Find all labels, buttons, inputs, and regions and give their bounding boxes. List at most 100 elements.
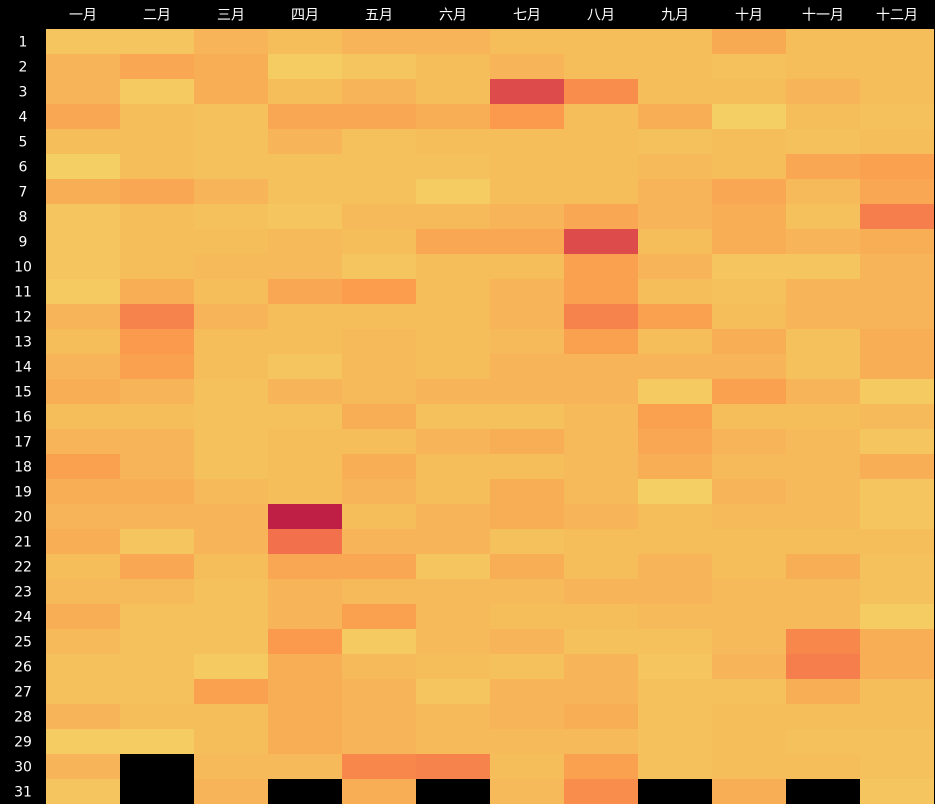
heatmap-cell	[342, 429, 416, 454]
heatmap-cell	[46, 704, 120, 729]
heatmap-cell	[712, 254, 786, 279]
heatmap-cell	[490, 54, 564, 79]
row-label: 13	[14, 335, 32, 351]
heatmap-cell	[564, 479, 638, 504]
heatmap-cell	[564, 354, 638, 379]
heatmap-cell	[342, 279, 416, 304]
heatmap-cell	[638, 754, 712, 779]
heatmap-cell	[786, 479, 860, 504]
heatmap-cells	[46, 29, 934, 804]
row-label: 28	[14, 710, 32, 726]
heatmap-cell	[194, 579, 268, 604]
row-label: 3	[19, 85, 28, 101]
heatmap-cell	[564, 154, 638, 179]
heatmap-cell	[342, 79, 416, 104]
heatmap-cell	[564, 79, 638, 104]
heatmap-cell	[416, 104, 490, 129]
heatmap-cell	[786, 304, 860, 329]
row-label: 26	[14, 660, 32, 676]
heatmap-cell	[638, 29, 712, 54]
column-label: 十一月	[802, 8, 844, 24]
heatmap-cell	[194, 379, 268, 404]
heatmap-cell	[268, 454, 342, 479]
heatmap-cell	[342, 729, 416, 754]
heatmap-cell	[712, 404, 786, 429]
heatmap-cell	[638, 54, 712, 79]
heatmap-cell	[416, 229, 490, 254]
heatmap-cell	[564, 54, 638, 79]
heatmap-cell	[194, 254, 268, 279]
heatmap-cell	[712, 104, 786, 129]
heatmap-cell	[416, 729, 490, 754]
heatmap-cell	[416, 454, 490, 479]
heatmap-cell	[268, 629, 342, 654]
heatmap-cell	[786, 354, 860, 379]
heatmap-cell	[860, 204, 934, 229]
heatmap-cell	[490, 504, 564, 529]
heatmap-cell	[268, 329, 342, 354]
heatmap-cell	[268, 254, 342, 279]
heatmap-cell	[860, 104, 934, 129]
heatmap-cell	[638, 704, 712, 729]
heatmap-cell	[712, 379, 786, 404]
heatmap-cell	[712, 504, 786, 529]
row-label: 22	[14, 560, 32, 576]
heatmap-cell	[46, 604, 120, 629]
heatmap-cell	[342, 579, 416, 604]
heatmap-cell	[46, 304, 120, 329]
heatmap-cell	[416, 129, 490, 154]
row-label: 12	[14, 310, 32, 326]
heatmap-cell	[342, 54, 416, 79]
heatmap-cell	[490, 229, 564, 254]
heatmap-cell	[564, 729, 638, 754]
heatmap-cell	[120, 304, 194, 329]
heatmap-cell	[194, 779, 268, 804]
heatmap-cell	[786, 404, 860, 429]
row-label: 24	[14, 610, 32, 626]
heatmap-cell	[120, 529, 194, 554]
heatmap-cell	[120, 704, 194, 729]
heatmap-cell	[268, 354, 342, 379]
heatmap-cell	[416, 304, 490, 329]
row-label: 21	[14, 535, 32, 551]
column-labels: 一月 二月 三月 四月 五月 六月 七月 八月 九月 十月 十一月 十二月	[69, 8, 918, 24]
heatmap-cell	[120, 479, 194, 504]
heatmap-cell	[46, 729, 120, 754]
heatmap-cell	[416, 354, 490, 379]
heatmap-cell	[638, 79, 712, 104]
heatmap-cell	[490, 554, 564, 579]
heatmap-cell	[564, 129, 638, 154]
heatmap-cell	[120, 404, 194, 429]
heatmap-cell	[786, 704, 860, 729]
heatmap-cell	[860, 454, 934, 479]
heatmap-cell	[564, 104, 638, 129]
heatmap-cell	[786, 254, 860, 279]
heatmap-cell	[564, 554, 638, 579]
column-label: 九月	[661, 8, 689, 24]
heatmap-cell	[268, 679, 342, 704]
heatmap-cell	[194, 729, 268, 754]
heatmap-cell	[564, 779, 638, 804]
heatmap-cell	[342, 354, 416, 379]
heatmap-cell	[268, 204, 342, 229]
heatmap-cell	[46, 454, 120, 479]
heatmap-cell	[120, 354, 194, 379]
heatmap-cell	[638, 329, 712, 354]
heatmap-cell	[490, 379, 564, 404]
row-label: 27	[14, 685, 32, 701]
row-label: 23	[14, 585, 32, 601]
heatmap-cell	[342, 754, 416, 779]
heatmap-cell	[712, 704, 786, 729]
heatmap-cell	[564, 454, 638, 479]
heatmap-cell	[342, 654, 416, 679]
heatmap-cell	[638, 379, 712, 404]
heatmap-cell	[786, 104, 860, 129]
heatmap-cell	[786, 54, 860, 79]
heatmap-cell	[712, 579, 786, 604]
heatmap-cell	[638, 429, 712, 454]
heatmap-cell	[712, 129, 786, 154]
heatmap-cell	[786, 154, 860, 179]
heatmap-cell	[786, 579, 860, 604]
heatmap-cell	[638, 779, 712, 804]
row-label: 31	[14, 785, 32, 801]
